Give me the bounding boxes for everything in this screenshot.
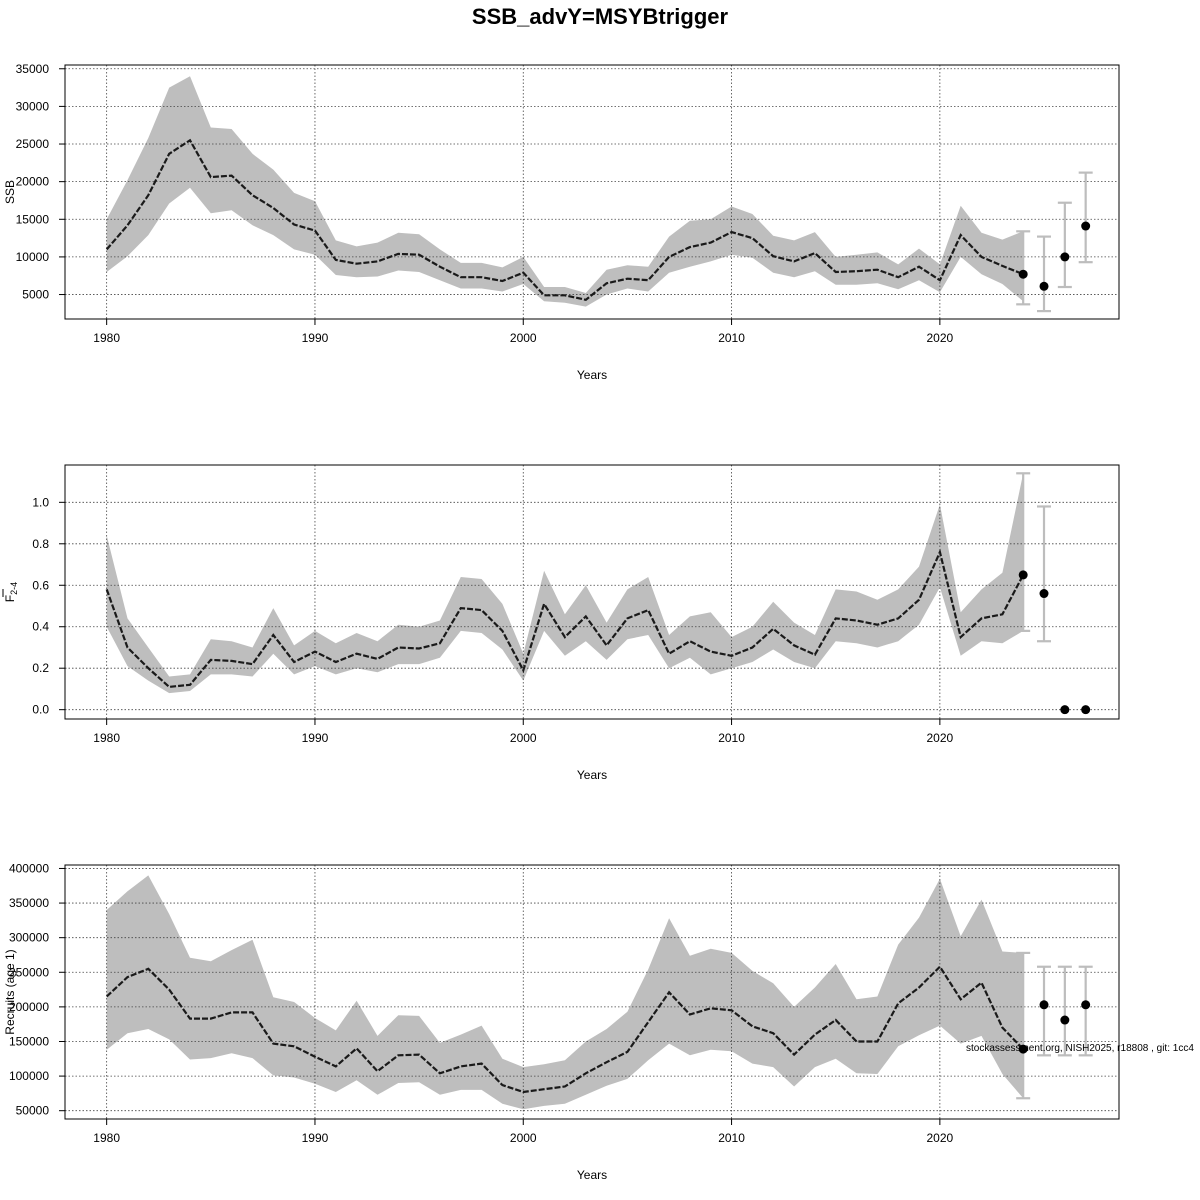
y-tick-label: 0.8	[32, 537, 49, 551]
x-tick-label: 1990	[302, 1131, 329, 1145]
y-tick-label: 25000	[16, 137, 50, 151]
x-tick-label: 2000	[510, 331, 537, 345]
y-axis-label: SSB	[3, 180, 17, 204]
forecast-point	[1018, 269, 1028, 279]
x-tick-label: 2010	[718, 1131, 745, 1145]
forecast-error-bar	[1037, 235, 1052, 313]
x-tick-label: 1980	[93, 1131, 120, 1145]
forecast-error-bar	[1057, 965, 1072, 1057]
ssb-panel: 1980 1990 2000 2010 2020 5000 10000 15000 20000 2…	[3, 62, 1120, 382]
y-tick-label: 0.0	[32, 703, 49, 717]
y-tick-label: 100000	[9, 1069, 49, 1083]
x-axis-label: Years	[577, 1168, 607, 1182]
x-tick-label: 2010	[718, 731, 745, 745]
estimate-line	[105, 138, 1024, 301]
forecast-point	[1060, 252, 1070, 262]
forecast-error-bar	[1016, 230, 1031, 306]
forecast-error-bar	[1078, 965, 1093, 1057]
forecast-point	[1081, 1000, 1091, 1010]
y-tick-label: 15000	[16, 212, 50, 226]
x-tick-label: 2000	[510, 731, 537, 745]
y-tick-label: 0.6	[32, 578, 49, 592]
forecast-point	[1060, 1015, 1070, 1025]
x-tick-label: 2010	[718, 331, 745, 345]
x-tick-label: 2020	[927, 731, 954, 745]
y-axis-label: Recruits (age 1)	[3, 949, 17, 1034]
y-tick-label: 200000	[9, 1000, 49, 1014]
y-tick-label: 300000	[9, 931, 49, 945]
y-axis-label-subscript: 2-4	[9, 582, 19, 595]
y-tick-label: 0.2	[32, 661, 49, 675]
forecast-error-bar	[1037, 505, 1052, 643]
y-tick-label: 250000	[9, 965, 49, 979]
forecast-point	[1039, 589, 1049, 599]
estimate-line	[105, 964, 1024, 1094]
confidence-band	[106, 473, 1024, 694]
y-tick-label: 0.4	[32, 620, 49, 634]
y-tick-label: 20000	[16, 175, 50, 189]
forecast-error-bar	[1016, 472, 1031, 632]
fishing-mortality-panel: 1980 1990 2000 2010 2020 0.0 0.2 0.4 0.6 0.8 1.0 Ye…	[2, 464, 1120, 782]
forecast-point	[1018, 570, 1028, 580]
recruits-panel: 1980 1990 2000 2010 2020 50000 100000 150000 200…	[3, 861, 1120, 1182]
forecast-point	[1060, 705, 1070, 715]
y-axis-label: F2-4	[3, 582, 19, 602]
y-tick-label: 350000	[9, 896, 49, 910]
watermark-text: stockassessment.org, NISH2025, r18808 , …	[966, 1043, 1194, 1054]
y-tick-label: 35000	[16, 62, 50, 76]
x-tick-label: 2000	[510, 1131, 537, 1145]
forecast-error-bar	[1057, 201, 1072, 289]
x-axis-label: Years	[577, 768, 607, 782]
plot-frame	[64, 464, 1120, 720]
y-tick-label: 150000	[9, 1034, 49, 1048]
forecast-error-bar	[1078, 171, 1093, 264]
forecast-point	[1081, 705, 1091, 715]
forecast-point	[1039, 281, 1049, 291]
confidence-band	[106, 76, 1024, 307]
y-tick-label: 1.0	[32, 495, 49, 509]
x-tick-label: 1990	[302, 331, 329, 345]
forecast-point	[1081, 221, 1091, 231]
x-tick-label: 1980	[93, 331, 120, 345]
figure-title: SSB_advY=MSYBtrigger	[472, 4, 729, 29]
plot-frame	[64, 864, 1120, 1120]
confidence-band	[106, 875, 1024, 1110]
y-tick-label: 30000	[16, 99, 50, 113]
forecast-point	[1039, 1000, 1049, 1010]
x-tick-label: 2020	[927, 331, 954, 345]
y-tick-label: 5000	[22, 288, 49, 302]
plot-frame	[64, 64, 1120, 320]
estimate-line	[105, 548, 1025, 689]
y-tick-label: 400000	[9, 861, 49, 875]
x-tick-label: 2020	[927, 1131, 954, 1145]
forecast-point	[1018, 1044, 1028, 1054]
x-axis-label: Years	[577, 368, 607, 382]
forecast-error-bar	[1016, 951, 1031, 1100]
x-tick-label: 1980	[93, 731, 120, 745]
y-tick-label: 50000	[16, 1104, 50, 1118]
y-tick-label: 10000	[16, 250, 50, 264]
forecast-error-bar	[1037, 965, 1052, 1057]
x-tick-label: 1990	[302, 731, 329, 745]
